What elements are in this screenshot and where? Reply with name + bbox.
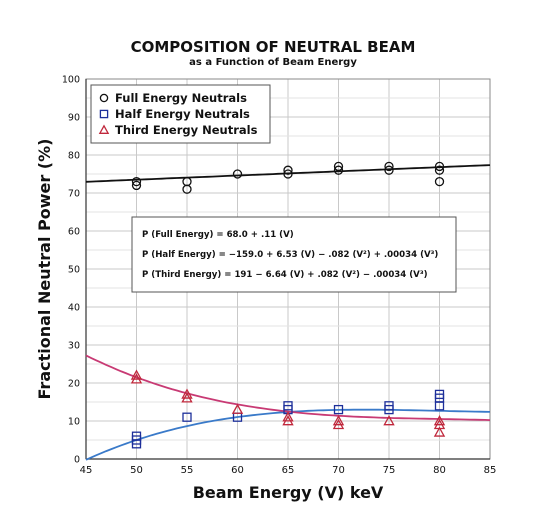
legend: Full Energy Neutrals Half Energy Neutrals… [90, 84, 271, 144]
data-point-series-3 [181, 392, 193, 403]
data-point-series-1 [131, 176, 142, 187]
legend-box [90, 84, 271, 144]
x-tick-label: 75 [383, 465, 396, 476]
x-tick-label: 45 [80, 465, 93, 476]
legend-label-2: Half Energy Neutrals [115, 107, 250, 121]
data-point-series-3 [130, 369, 143, 380]
data-point-series-2 [333, 404, 344, 415]
x-tick-label: 50 [130, 465, 143, 476]
data-point-series-3 [433, 426, 446, 437]
data-point-series-1 [182, 184, 192, 194]
data-point-series-3 [383, 415, 395, 426]
y-tick-label: 0 [74, 455, 80, 466]
legend-label-3: Third Energy Neutrals [115, 123, 258, 137]
data-point-series-2 [384, 404, 394, 415]
axes: 45 50 55 60 65 70 75 80 85 0 10 20 30 40 50 60 70 80 90 100… [35, 75, 496, 503]
chart-title: COMPOSITION OF NEUTRAL BEAM [130, 38, 416, 56]
data-point-series-1 [333, 165, 344, 175]
y-tick-label: 20 [68, 379, 80, 390]
data-point-series-2 [131, 439, 142, 449]
legend-label-1: Full Energy Neutrals [115, 91, 247, 105]
data-point-series-3 [130, 373, 143, 384]
fit-curve-1 [85, 164, 491, 183]
x-tick-label: 60 [231, 465, 244, 476]
y-tick-label: 40 [68, 303, 80, 314]
data-points [130, 161, 446, 449]
equation-2: P (Half Energy) = −159.0 + 6.53 (V) − .0… [142, 250, 438, 260]
legend-marker-1 [99, 93, 109, 103]
y-tick-label: 10 [68, 417, 80, 428]
equation-3: P (Third Energy) = 191 − 6.64 (V) + .082… [142, 270, 428, 280]
y-tick-label: 60 [68, 227, 80, 238]
equation-1: P (Full Energy) = 68.0 + .11 (V) [142, 230, 294, 240]
data-point-series-3 [231, 403, 244, 414]
data-point-series-1 [434, 176, 445, 187]
y-tick-label: 100 [62, 75, 80, 86]
x-tick-label: 55 [181, 465, 194, 476]
data-point-series-1 [283, 165, 293, 175]
data-point-series-2 [434, 401, 445, 411]
data-point-series-1 [333, 161, 344, 172]
chart-subtitle: as a Function of Beam Energy [189, 57, 357, 68]
data-point-series-3 [433, 415, 446, 426]
y-axis-label: Fractional Neutral Power (%) [35, 139, 54, 400]
data-point-series-2 [182, 412, 192, 422]
data-point-series-3 [332, 418, 345, 430]
x-tick-label: 70 [332, 465, 345, 476]
equation-box-frame [131, 216, 457, 293]
data-point-series-3 [282, 415, 294, 426]
y-tick-label: 30 [68, 341, 80, 352]
data-point-series-3 [181, 388, 193, 399]
y-tick-label: 90 [68, 113, 80, 124]
legend-marker-2 [99, 109, 109, 119]
data-point-series-3 [282, 411, 294, 422]
data-point-series-1 [434, 165, 445, 175]
data-point-series-1 [283, 169, 293, 179]
data-point-series-1 [131, 180, 142, 191]
data-point-series-1 [384, 161, 394, 172]
data-point-series-3 [332, 415, 345, 426]
data-point-series-1 [434, 161, 445, 172]
y-tick-label: 50 [68, 265, 80, 276]
data-point-series-1 [384, 165, 394, 175]
x-tick-label: 65 [282, 465, 295, 476]
legend-marker-3 [98, 124, 110, 134]
y-tick-label: 70 [68, 189, 80, 200]
data-point-series-1 [232, 169, 243, 179]
y-tick-label: 80 [68, 151, 80, 162]
x-axis-label: Beam Energy (V) keV [193, 483, 384, 502]
equation-box: P (Full Energy) = 68.0 + .11 (V) P (Half … [131, 216, 457, 293]
x-tick-label: 85 [484, 465, 497, 476]
x-tick-label: 80 [433, 465, 446, 476]
